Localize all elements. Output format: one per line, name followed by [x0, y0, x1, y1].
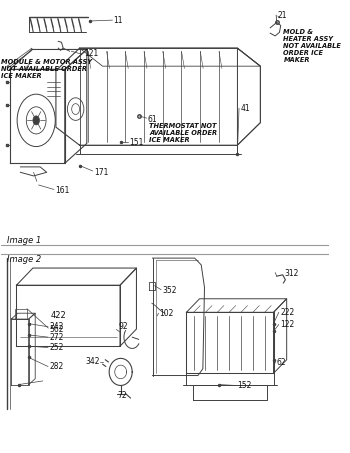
Text: 342: 342 [85, 357, 100, 366]
Text: 312: 312 [284, 269, 299, 278]
Text: 422: 422 [50, 311, 66, 320]
Text: 562: 562 [49, 324, 64, 333]
Text: 41: 41 [241, 104, 250, 113]
Text: 122: 122 [280, 320, 294, 329]
Text: 151: 151 [129, 138, 143, 147]
Text: 61: 61 [148, 115, 158, 124]
Text: 282: 282 [49, 362, 64, 371]
Text: 102: 102 [159, 308, 174, 318]
Text: Image 1: Image 1 [7, 236, 41, 246]
Text: 252: 252 [49, 343, 64, 352]
Text: 62: 62 [277, 358, 286, 367]
Text: MODULE & MOTOR ASSY
NOT AVAILABLE ORDER
ICE MAKER: MODULE & MOTOR ASSY NOT AVAILABLE ORDER … [1, 59, 92, 79]
Text: 152: 152 [237, 381, 251, 390]
Text: THERMOSTAT NOT
AVAILABLE ORDER
ICE MAKER: THERMOSTAT NOT AVAILABLE ORDER ICE MAKER [149, 123, 217, 143]
Text: 171: 171 [94, 168, 109, 177]
Text: 352: 352 [162, 286, 177, 295]
Text: 161: 161 [55, 186, 69, 195]
Text: 11: 11 [113, 15, 123, 24]
Circle shape [33, 116, 40, 125]
Text: 222: 222 [280, 308, 294, 317]
Text: 92: 92 [118, 322, 128, 331]
Text: Image 2: Image 2 [7, 255, 41, 264]
Text: 72: 72 [117, 391, 127, 400]
Text: 242: 242 [49, 322, 64, 331]
Text: 21: 21 [278, 11, 287, 20]
Text: 121: 121 [84, 49, 99, 58]
Text: MOLD &
HEATER ASSY
NOT AVAILABLE
ORDER ICE
MAKER: MOLD & HEATER ASSY NOT AVAILABLE ORDER I… [284, 29, 341, 63]
Text: 272: 272 [49, 333, 64, 342]
